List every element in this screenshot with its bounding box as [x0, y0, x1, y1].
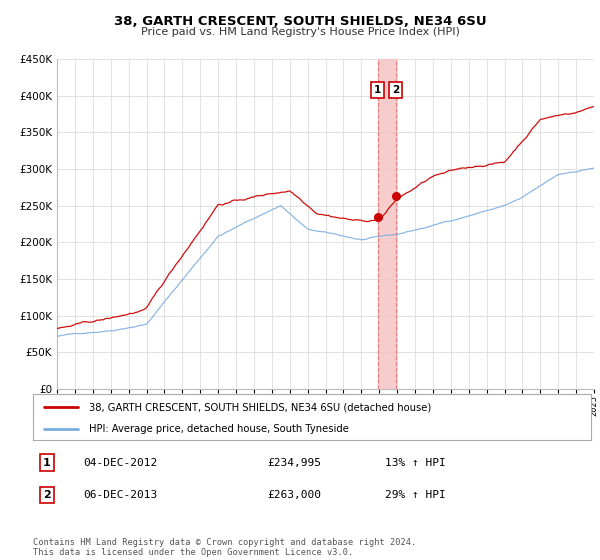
Text: £234,995: £234,995: [268, 458, 322, 468]
Text: 38, GARTH CRESCENT, SOUTH SHIELDS, NE34 6SU: 38, GARTH CRESCENT, SOUTH SHIELDS, NE34 …: [113, 15, 487, 27]
Text: 1: 1: [374, 85, 382, 95]
Text: Price paid vs. HM Land Registry's House Price Index (HPI): Price paid vs. HM Land Registry's House …: [140, 27, 460, 37]
Bar: [378, 59, 395, 389]
Text: 06-DEC-2013: 06-DEC-2013: [83, 490, 157, 500]
Text: 2: 2: [43, 490, 51, 500]
Text: £263,000: £263,000: [268, 490, 322, 500]
Text: 1: 1: [43, 458, 51, 468]
Text: HPI: Average price, detached house, South Tyneside: HPI: Average price, detached house, Sout…: [89, 424, 349, 435]
Text: 2: 2: [392, 85, 399, 95]
Text: 04-DEC-2012: 04-DEC-2012: [83, 458, 157, 468]
Text: 29% ↑ HPI: 29% ↑ HPI: [385, 490, 445, 500]
Text: 38, GARTH CRESCENT, SOUTH SHIELDS, NE34 6SU (detached house): 38, GARTH CRESCENT, SOUTH SHIELDS, NE34 …: [89, 403, 431, 413]
Text: Contains HM Land Registry data © Crown copyright and database right 2024.
This d: Contains HM Land Registry data © Crown c…: [33, 538, 416, 557]
Text: 13% ↑ HPI: 13% ↑ HPI: [385, 458, 445, 468]
